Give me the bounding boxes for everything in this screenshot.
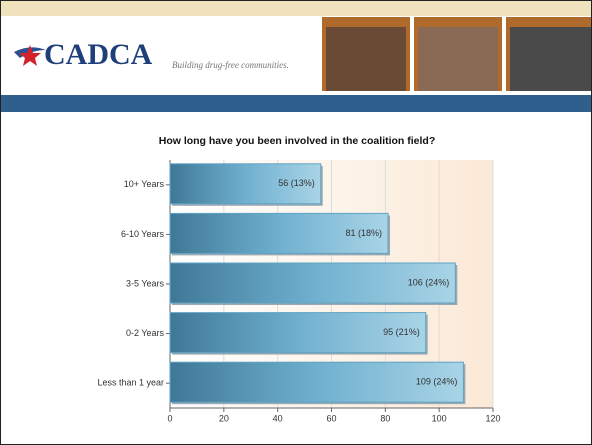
x-tick-label: 100 bbox=[432, 413, 447, 423]
x-tick-label: 60 bbox=[326, 413, 336, 423]
logo: CADCA bbox=[44, 38, 153, 71]
tagline: Building drug-free communities. bbox=[172, 60, 289, 70]
value-label: 56 (13%) bbox=[278, 178, 315, 188]
y-tick-label: 3-5 Years bbox=[126, 278, 165, 288]
y-tick-label: Less than 1 year bbox=[97, 378, 164, 388]
x-tick-label: 80 bbox=[380, 413, 390, 423]
x-tick-label: 120 bbox=[485, 413, 500, 423]
top-strip bbox=[1, 1, 591, 16]
y-tick-label: 6-10 Years bbox=[121, 229, 165, 239]
x-tick-label: 20 bbox=[219, 413, 229, 423]
slide: CADCA Building drug-free communities. Ho… bbox=[0, 0, 592, 445]
value-label: 95 (21%) bbox=[383, 327, 420, 337]
x-tick-label: 40 bbox=[273, 413, 283, 423]
photos bbox=[322, 17, 591, 91]
header-bar bbox=[1, 95, 591, 112]
x-tick-label: 0 bbox=[167, 413, 172, 423]
value-label: 81 (18%) bbox=[345, 228, 382, 238]
y-tick-label: 0-2 Years bbox=[126, 328, 165, 338]
y-tick-label: 10+ Years bbox=[124, 179, 165, 189]
chart-title: How long have you been involved in the c… bbox=[159, 135, 436, 147]
value-label: 106 (24%) bbox=[408, 277, 450, 287]
value-label: 109 (24%) bbox=[416, 377, 458, 387]
